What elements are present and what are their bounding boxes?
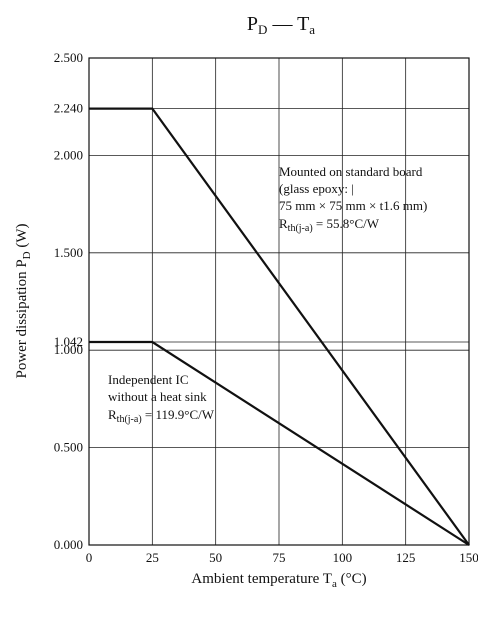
- y-tick-label: 0.000: [54, 537, 83, 552]
- annotation-upper: Mounted on standard board (glass epoxy: …: [279, 164, 427, 213]
- chart-title: PD — Ta: [247, 13, 315, 37]
- annotation-upper-line: (glass epoxy: |: [279, 181, 354, 196]
- series-line-0: [89, 107, 470, 546]
- x-tick-labels: 0 25 50 75 100 125 150: [86, 550, 478, 565]
- annotation-lower-line: without a heat sink: [108, 389, 207, 404]
- x-tick-label: 150: [459, 550, 478, 565]
- annotation-upper-line: Mounted on standard board: [279, 164, 423, 179]
- grid: [88, 57, 470, 546]
- annotation-upper-rth: Rth(j-a) = 55.8°C/W: [279, 216, 380, 234]
- curves: [89, 107, 470, 546]
- series-line-1: [89, 340, 470, 546]
- annotation-lower: Independent IC without a heat sink: [108, 372, 207, 404]
- annotation-upper-line: 75 mm × 75 mm × t1.6 mm): [279, 198, 427, 213]
- y-tick-label: 1.042: [54, 334, 83, 349]
- annotation-lower-rth: Rth(j-a) = 119.9°C/W: [108, 407, 215, 425]
- annotation-lower-line: Independent IC: [108, 372, 189, 387]
- x-tick-label: 125: [396, 550, 416, 565]
- y-tick-label: 1.000: [54, 342, 83, 357]
- x-tick-label: 100: [333, 550, 353, 565]
- y-tick-label: 0.500: [54, 440, 83, 455]
- plot-frame: [88, 57, 470, 546]
- x-tick-label: 50: [209, 550, 222, 565]
- y-axis-label: Power dissipation PD (W): [14, 223, 33, 378]
- y-tick-label: 2.240: [54, 101, 83, 116]
- y-tick-label: 2.500: [54, 50, 83, 65]
- x-tick-label: 25: [146, 550, 159, 565]
- y-tick-label: 1.500: [54, 245, 83, 260]
- x-tick-label: 75: [273, 550, 286, 565]
- x-axis-label: Ambient temperature Ta (°C): [191, 571, 366, 590]
- x-tick-label: 0: [86, 550, 93, 565]
- y-tick-label: 2.000: [54, 147, 83, 162]
